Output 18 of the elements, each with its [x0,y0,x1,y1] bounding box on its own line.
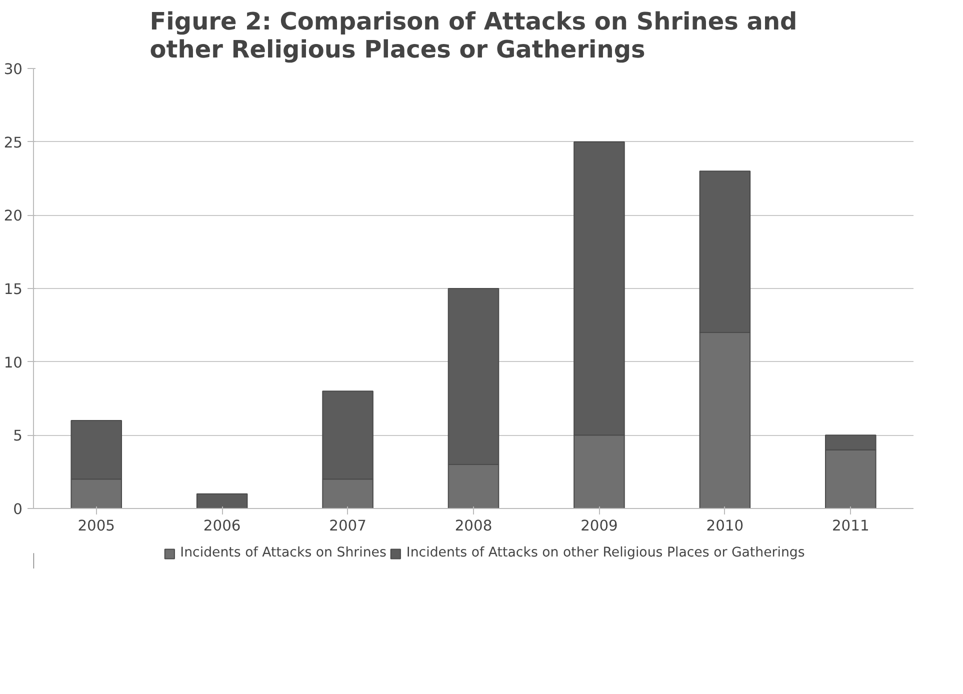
x-tick-label: 2011 [832,518,870,534]
x-tick-label: 2010 [706,518,744,534]
x-tick-label: 2006 [203,518,241,534]
y-tick-label: 15 [4,281,23,298]
bar [196,493,248,508]
legend-label: Incidents of Attacks on Shrines [180,546,386,560]
x-tick-label: 2007 [329,518,366,534]
x-tick-label: 2008 [454,518,492,534]
chart-title: Figure 2: Comparison of Attacks on Shrines and other Religious Places or Gatherings [150,8,798,64]
y-tick-label: 5 [13,428,23,445]
y-tick-label: 30 [4,61,23,78]
legend-label: Incidents of Attacks on other Religious Places or Gatherings [406,546,805,560]
x-tick-label: 2009 [580,518,618,534]
y-tick-label: 20 [4,208,23,225]
y-tick-label: 0 [13,501,23,518]
y-tick-label: 25 [4,134,23,152]
x-tick-label: 2005 [78,518,116,534]
y-tick-label: 10 [4,354,23,372]
